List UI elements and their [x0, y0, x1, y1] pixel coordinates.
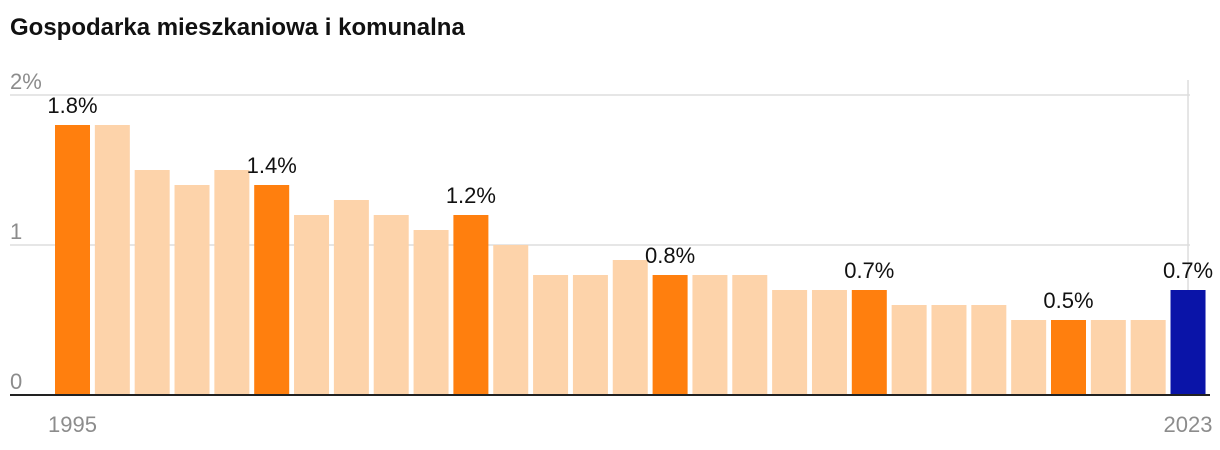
bar-1995 — [55, 125, 90, 395]
data-label-2015: 0.7% — [844, 258, 894, 283]
bar-2023 — [1170, 290, 1206, 395]
bar-2002 — [333, 200, 369, 395]
x-tick-label-1995: 1995 — [48, 412, 97, 437]
bar-2016 — [891, 305, 927, 395]
data-label-2023: 0.7% — [1163, 258, 1213, 283]
bar-2008 — [572, 275, 608, 395]
x-tick-label-2023: 2023 — [1164, 412, 1213, 437]
data-label-2005: 1.2% — [446, 183, 496, 208]
bar-2007 — [533, 275, 569, 395]
y-tick-label: 0 — [10, 369, 22, 394]
bar-1996 — [94, 125, 130, 395]
y-tick-label: 1 — [10, 219, 22, 244]
bar-2009 — [612, 260, 648, 395]
bar-2014 — [811, 290, 847, 395]
bar-2015 — [851, 290, 887, 395]
chart-title: Gospodarka mieszkaniowa i komunalna — [10, 14, 465, 41]
bar-2022 — [1130, 320, 1166, 395]
bar-2000 — [254, 185, 290, 395]
bar-1998 — [174, 185, 210, 395]
bar-1997 — [134, 170, 170, 395]
bar-2020 — [1051, 320, 1086, 395]
bar-2019 — [1011, 320, 1047, 395]
bar-2004 — [413, 230, 449, 395]
data-label-1995: 1.8% — [47, 93, 97, 118]
bar-2021 — [1090, 320, 1126, 395]
data-label-2010: 0.8% — [645, 243, 695, 268]
bar-2011 — [692, 275, 728, 395]
bar-2003 — [373, 215, 409, 395]
bar-2006 — [493, 245, 529, 395]
bar-1999 — [214, 170, 250, 395]
data-label-2000: 1.4% — [247, 153, 297, 178]
bar-2005 — [453, 215, 489, 395]
bar-2010 — [652, 275, 688, 395]
bar-2018 — [971, 305, 1007, 395]
data-label-2020: 0.5% — [1043, 288, 1093, 313]
bar-2017 — [931, 305, 967, 395]
y-tick-label: 2% — [10, 69, 42, 94]
bar-2013 — [772, 290, 808, 395]
bar-2012 — [732, 275, 768, 395]
bar-2001 — [294, 215, 330, 395]
